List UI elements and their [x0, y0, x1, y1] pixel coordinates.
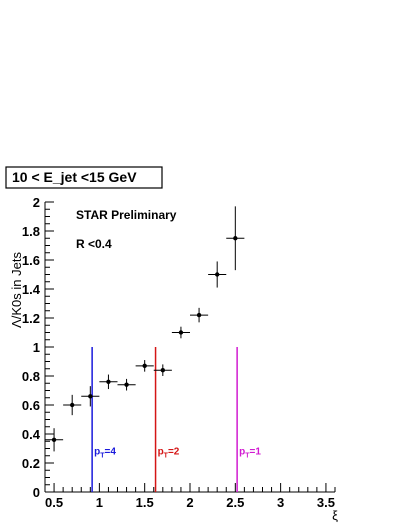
chart-title: 10 < E_jet <15 GeV — [12, 169, 137, 185]
point-marker — [214, 272, 220, 277]
radius-label: R <0.4 — [76, 237, 112, 251]
x-tick-label: 2 — [186, 495, 193, 510]
y-tick-label: 1.4 — [22, 282, 41, 297]
point-marker — [142, 363, 147, 369]
y-axis-ticks: 0 0.2 0.4 0.6 0.8 1 1.2 1.4 1.6 1.8 2 — [22, 195, 54, 500]
x-tick-label: 0.5 — [45, 495, 63, 510]
point-marker — [160, 368, 166, 373]
y-tick-label: 1.2 — [22, 311, 40, 326]
x-axis-ticks: 0.5 1 1.5 2 2.5 3 3.5 — [44, 483, 336, 510]
point-marker — [69, 402, 75, 408]
point-marker — [106, 379, 111, 384]
y-tick-label: 2 — [33, 195, 40, 210]
pt-reference-label: pT=1 — [239, 446, 261, 459]
y-tick-label: 1 — [33, 340, 40, 355]
data-point — [81, 386, 100, 407]
data-point — [208, 261, 227, 288]
y-tick-label: 1.6 — [22, 253, 40, 268]
y-tick-label: 0.2 — [22, 456, 40, 471]
pt-reference-lines: pT=4 pT=2 pT=1 — [91, 347, 261, 492]
y-tick-label: 0.8 — [22, 369, 40, 384]
point-marker — [88, 394, 93, 399]
y-tick-label: 1.8 — [22, 224, 40, 239]
point-marker — [178, 330, 184, 335]
chart-title-box: 10 < E_jet <15 GeV — [5, 166, 163, 189]
data-point — [45, 428, 64, 452]
y-tick-label: 0.6 — [22, 398, 40, 413]
data-point — [117, 378, 136, 391]
point-marker — [124, 382, 129, 387]
star-preliminary-label: STAR Preliminary — [76, 208, 177, 222]
x-tick-label: 3.5 — [317, 495, 335, 510]
data-point — [135, 360, 154, 372]
data-points — [45, 206, 245, 452]
pt-reference-label: pT=4 — [94, 446, 116, 459]
x-tick-label: 1.5 — [136, 495, 154, 510]
y-axis-title: Λ/K0s in Jets — [9, 252, 24, 328]
data-point — [63, 394, 82, 416]
data-point — [153, 364, 172, 376]
data-point — [171, 326, 190, 339]
y-tick-label: 0.4 — [22, 427, 41, 442]
point-marker — [51, 437, 57, 442]
data-point — [190, 307, 209, 323]
pt-reference-label: pT=2 — [158, 446, 180, 459]
data-point — [226, 206, 245, 271]
point-marker — [196, 312, 202, 318]
x-tick-label: 3 — [277, 495, 284, 510]
x-tick-label: 1 — [96, 495, 103, 510]
x-tick-label: 2.5 — [226, 495, 244, 510]
point-marker — [233, 236, 238, 241]
y-tick-label: 0 — [33, 485, 40, 500]
data-point — [99, 374, 118, 390]
x-axis-title: ξ — [332, 508, 338, 523]
